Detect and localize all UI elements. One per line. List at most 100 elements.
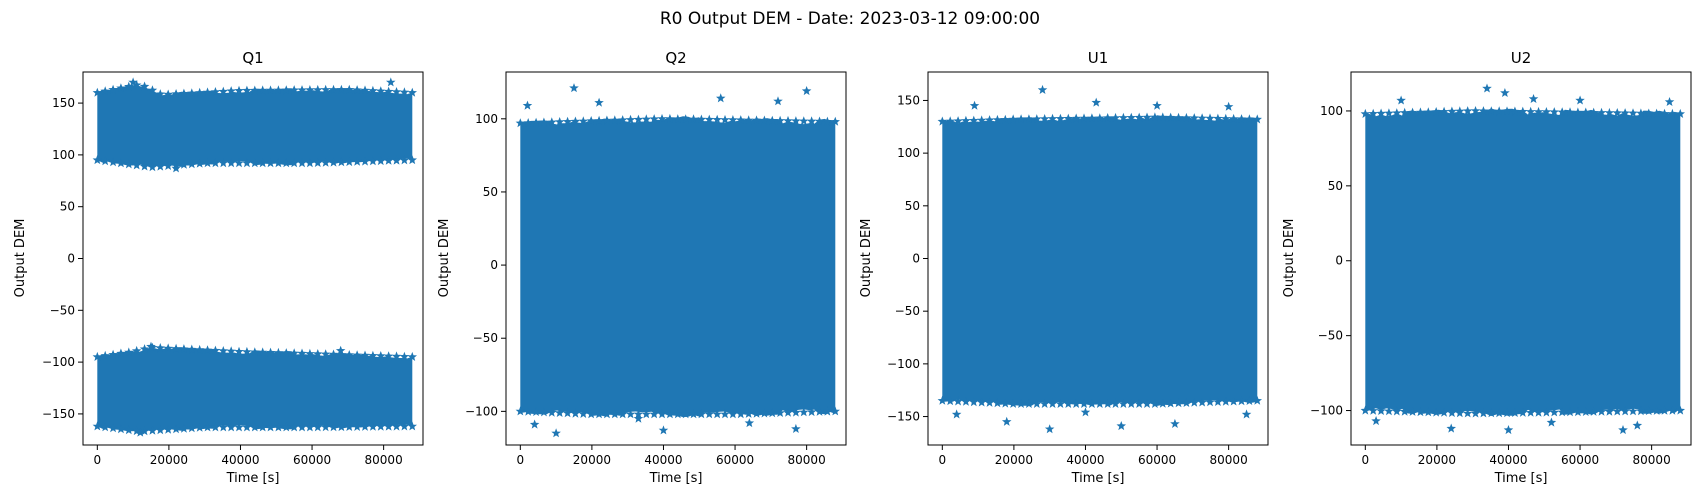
data-point xyxy=(1407,107,1418,117)
x-tick-label: 20000 xyxy=(995,453,1033,467)
data-point xyxy=(822,116,833,126)
data-point xyxy=(720,409,730,419)
data-point xyxy=(720,114,730,124)
data-point xyxy=(1675,108,1685,118)
y-tick-label: 50 xyxy=(60,200,75,214)
data-point xyxy=(1371,416,1381,426)
data-point xyxy=(344,350,354,359)
y-tick-label: 0 xyxy=(1335,254,1343,268)
data-point xyxy=(1197,397,1207,407)
data-point xyxy=(1510,106,1520,116)
data-point xyxy=(1173,112,1184,122)
data-point xyxy=(531,117,541,127)
data-point xyxy=(1494,106,1504,116)
plot-frame xyxy=(505,71,847,446)
data-point xyxy=(265,347,276,357)
x-axis-label: Time [s] xyxy=(1494,471,1548,486)
data-point xyxy=(163,424,173,434)
data-point xyxy=(744,418,755,428)
data-point xyxy=(586,409,596,419)
data-point xyxy=(1528,94,1539,103)
data-point xyxy=(1080,407,1091,417)
data-point xyxy=(569,83,579,93)
data-point xyxy=(171,343,181,353)
data-point xyxy=(1173,398,1184,408)
data-point xyxy=(1016,398,1026,408)
data-point xyxy=(383,421,394,431)
x-tick-label: 80000 xyxy=(1210,453,1248,467)
data-point xyxy=(515,118,526,128)
x-tick-label: 80000 xyxy=(788,453,826,467)
data-point xyxy=(116,83,126,93)
y-tick-label: 50 xyxy=(1328,179,1343,193)
data-point xyxy=(1189,113,1199,123)
data-point xyxy=(336,422,347,432)
data-point xyxy=(328,84,339,94)
panel-title: U1 xyxy=(1088,49,1109,67)
data-point xyxy=(100,350,110,360)
data-point xyxy=(547,407,557,417)
data-point xyxy=(344,422,354,431)
data-point xyxy=(257,422,268,432)
y-axis-label: Output DEM xyxy=(13,219,28,298)
data-point xyxy=(625,409,636,419)
data-point xyxy=(1596,107,1607,117)
data-point xyxy=(194,87,205,97)
data-point xyxy=(704,114,714,124)
data-point xyxy=(1612,108,1622,117)
data-point xyxy=(1134,398,1144,408)
data-point xyxy=(273,85,284,95)
data-point xyxy=(1134,112,1144,122)
data-point xyxy=(830,406,840,416)
data-point xyxy=(1423,407,1434,417)
data-point xyxy=(1407,406,1418,416)
data-point xyxy=(1024,114,1034,124)
panel-title: U2 xyxy=(1511,49,1532,67)
data-point xyxy=(1565,407,1575,417)
y-tick-label: 150 xyxy=(897,93,920,107)
data-point xyxy=(265,85,276,95)
data-point xyxy=(1431,107,1441,116)
x-axis-label: Time [s] xyxy=(1071,471,1125,486)
data-point xyxy=(1032,114,1042,124)
y-tick-label: −50 xyxy=(895,304,920,318)
data-point xyxy=(202,87,213,97)
data-point xyxy=(1039,398,1050,408)
data-point xyxy=(1244,114,1255,124)
data-point xyxy=(1588,107,1599,117)
data-point xyxy=(1165,112,1176,122)
data-point xyxy=(1636,108,1646,118)
data-point xyxy=(139,426,150,436)
data-point xyxy=(1675,405,1685,415)
data-point xyxy=(1644,406,1654,416)
y-tick-label: −150 xyxy=(887,410,920,424)
data-point xyxy=(360,350,370,360)
data-point xyxy=(289,348,299,358)
data-point xyxy=(1181,112,1192,122)
data-point xyxy=(554,408,565,417)
data-point xyxy=(680,114,691,124)
data-point xyxy=(1126,112,1136,122)
data-point xyxy=(187,344,197,354)
data-point xyxy=(1213,113,1223,123)
data-point xyxy=(665,113,675,123)
y-tick-label: 0 xyxy=(67,252,75,266)
data-point xyxy=(305,348,315,358)
data-point xyxy=(712,114,722,124)
data-point xyxy=(202,158,213,168)
data-point xyxy=(1596,406,1607,416)
data-point xyxy=(736,115,746,125)
data-point xyxy=(1447,106,1457,116)
x-tick-label: 40000 xyxy=(1066,453,1104,467)
data-point xyxy=(1494,408,1504,418)
y-tick-label: 0 xyxy=(490,258,498,272)
data-point xyxy=(391,421,402,431)
data-point xyxy=(1455,106,1465,116)
data-point xyxy=(155,161,166,171)
data-point xyxy=(1620,108,1630,118)
data-point xyxy=(1667,405,1678,415)
data-point xyxy=(218,158,229,168)
data-point xyxy=(265,158,276,168)
data-point xyxy=(1446,423,1456,433)
data-point xyxy=(1431,407,1441,417)
